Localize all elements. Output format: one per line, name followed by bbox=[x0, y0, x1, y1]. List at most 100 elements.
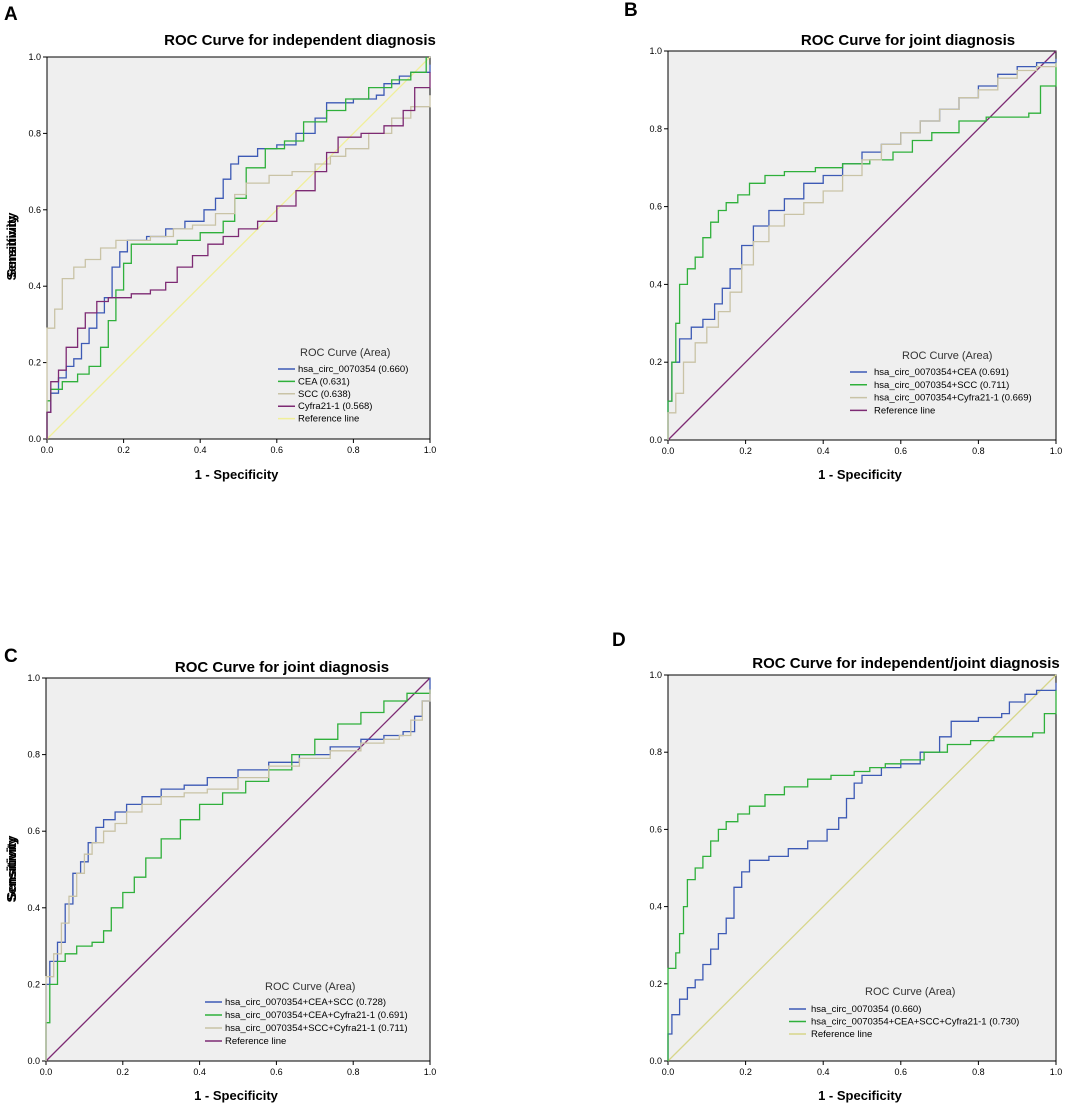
roc-curve-series-2 bbox=[45, 689, 431, 1061]
x-tick-label: 0.4 bbox=[817, 1067, 830, 1077]
chart-title: ROC Curve for joint diagnosis bbox=[801, 32, 1015, 49]
y-tick-label: 0.2 bbox=[649, 357, 662, 367]
chart-panel-d: D ROC Curve for independent/joint diagnos… bbox=[4, 630, 1062, 1103]
roc-curve-series-1 bbox=[45, 689, 431, 1061]
legend-entry: hsa_circ_0070354+SCC (0.711) bbox=[874, 380, 1009, 391]
legend-entry: Reference line bbox=[298, 414, 359, 425]
roc-curve-series-1 bbox=[667, 690, 1057, 1061]
y-axis-label: Sensitivity bbox=[4, 835, 19, 901]
legend-entry: Cyfra21-1 (0.568) bbox=[298, 401, 372, 412]
x-axis-label: 1 - Specificity bbox=[194, 1088, 279, 1103]
legend-entry: Reference line bbox=[225, 1036, 286, 1047]
x-tick-label: 0.8 bbox=[972, 1067, 985, 1077]
reference-line bbox=[667, 674, 1057, 1062]
legend-entry: SCC (0.638) bbox=[298, 389, 351, 400]
y-tick-label: 0.6 bbox=[28, 205, 41, 215]
y-tick-label: 0.8 bbox=[27, 750, 40, 760]
y-tick-label: 1.0 bbox=[649, 46, 662, 56]
y-tick-label: 0.0 bbox=[28, 434, 41, 444]
y-tick-label: 0.2 bbox=[649, 979, 662, 989]
x-tick-label: 0.0 bbox=[41, 445, 54, 455]
panel-letter: B bbox=[624, 0, 638, 21]
x-tick-label: 0.0 bbox=[662, 446, 675, 456]
legend-entry: Reference line bbox=[811, 1029, 872, 1040]
chart-title: ROC Curve for joint diagnosis bbox=[175, 659, 389, 676]
roc-curve-series-3 bbox=[46, 72, 431, 439]
y-tick-label: 1.0 bbox=[28, 52, 41, 62]
y-tick-label: 0.6 bbox=[649, 202, 662, 212]
y-tick-label: 0.4 bbox=[649, 279, 662, 289]
x-tick-label: 0.2 bbox=[117, 445, 130, 455]
x-tick-label: 0.4 bbox=[193, 1067, 206, 1077]
legend-entry: hsa_circ_0070354+CEA+Cyfra21-1 (0.691) bbox=[225, 1010, 408, 1021]
y-tick-label: 0.0 bbox=[649, 435, 662, 445]
y-tick-label: 0.4 bbox=[27, 903, 40, 913]
x-tick-label: 1.0 bbox=[424, 1067, 437, 1077]
roc-curve-series-2 bbox=[46, 95, 431, 439]
chart-panel-c: C ROC Curve for joint diagnosis 0.0 0.2 0.4 0… bbox=[4, 646, 436, 1103]
x-tick-label: 0.6 bbox=[895, 446, 908, 456]
roc-curve-series-0 bbox=[667, 682, 1057, 1061]
y-tick-label: 0.6 bbox=[27, 826, 40, 836]
x-axis-label: 1 - Specificity bbox=[195, 467, 280, 482]
x-axis-label: 1 - Specificity bbox=[818, 467, 903, 482]
y-tick-label: 1.0 bbox=[649, 670, 662, 680]
y-tick-label: 0.0 bbox=[27, 1056, 40, 1066]
panel-letter: A bbox=[4, 4, 18, 25]
y-tick-label: 0.2 bbox=[28, 358, 41, 368]
reference-line bbox=[45, 677, 431, 1062]
y-tick-label: 0.8 bbox=[649, 747, 662, 757]
x-tick-label: 1.0 bbox=[424, 445, 437, 455]
legend-entry: CEA (0.631) bbox=[298, 376, 350, 387]
panel-letter: D bbox=[612, 630, 626, 651]
y-tick-label: 0.2 bbox=[27, 979, 40, 989]
roc-curve-series-2 bbox=[667, 62, 1057, 440]
legend-title: ROC Curve (Area) bbox=[902, 350, 992, 362]
y-tick-label: 0.0 bbox=[649, 1056, 662, 1066]
x-tick-label: 0.6 bbox=[270, 1067, 283, 1077]
y-tick-label: 0.4 bbox=[649, 902, 662, 912]
roc-curve-series-0 bbox=[45, 678, 431, 1061]
legend-entry: hsa_circ_0070354+Cyfra21-1 (0.669) bbox=[874, 393, 1032, 404]
x-tick-label: 1.0 bbox=[1050, 1067, 1063, 1077]
x-tick-label: 0.6 bbox=[271, 445, 284, 455]
legend-title: ROC Curve (Area) bbox=[265, 981, 355, 993]
legend-entry: Reference line bbox=[874, 405, 935, 416]
y-tick-label: 0.8 bbox=[28, 128, 41, 138]
legend-title: ROC Curve (Area) bbox=[300, 347, 390, 359]
roc-curve-series-1 bbox=[667, 62, 1057, 440]
x-tick-label: 0.4 bbox=[817, 446, 830, 456]
y-axis-label: Sensitivity bbox=[4, 212, 19, 278]
x-tick-label: 0.2 bbox=[739, 1067, 752, 1077]
x-axis-label: 1 - Specificity bbox=[818, 1088, 903, 1103]
x-tick-label: 0.2 bbox=[739, 446, 752, 456]
x-tick-label: 0.8 bbox=[972, 446, 985, 456]
y-tick-label: 0.8 bbox=[649, 124, 662, 134]
x-tick-label: 0.4 bbox=[194, 445, 207, 455]
reference-line bbox=[667, 50, 1057, 441]
x-tick-label: 0.0 bbox=[40, 1067, 53, 1077]
roc-curve-series-1 bbox=[46, 57, 427, 439]
y-axis-label: Sensitivity bbox=[4, 215, 19, 281]
y-tick-label: 0.6 bbox=[649, 824, 662, 834]
legend-entry: hsa_circ_0070354+CEA (0.691) bbox=[874, 367, 1009, 378]
reference-line bbox=[46, 56, 431, 440]
y-axis-label: Sensitivity bbox=[4, 837, 19, 903]
y-tick-label: 1.0 bbox=[27, 673, 40, 683]
chart-panel-b: B ROC Curve for joint diagnosis 0.0 0.2 0.4 0… bbox=[4, 0, 1062, 482]
legend-entry: hsa_circ_0070354+CEA+SCC (0.728) bbox=[225, 997, 386, 1008]
legend-entry: hsa_circ_0070354 (0.660) bbox=[298, 364, 408, 375]
y-tick-label: 0.4 bbox=[28, 281, 41, 291]
x-tick-label: 0.6 bbox=[895, 1067, 908, 1077]
legend-entry: hsa_circ_0070354+SCC+Cyfra21-1 (0.711) bbox=[225, 1023, 408, 1034]
chart-title: ROC Curve for independent/joint diagnosi… bbox=[752, 655, 1060, 672]
x-tick-label: 0.0 bbox=[662, 1067, 675, 1077]
x-tick-label: 0.2 bbox=[117, 1067, 130, 1077]
legend-entry: hsa_circ_0070354 (0.660) bbox=[811, 1004, 921, 1015]
legend-title: ROC Curve (Area) bbox=[865, 986, 955, 998]
x-tick-label: 0.8 bbox=[347, 1067, 360, 1077]
x-tick-label: 1.0 bbox=[1050, 446, 1063, 456]
x-tick-label: 0.8 bbox=[347, 445, 360, 455]
